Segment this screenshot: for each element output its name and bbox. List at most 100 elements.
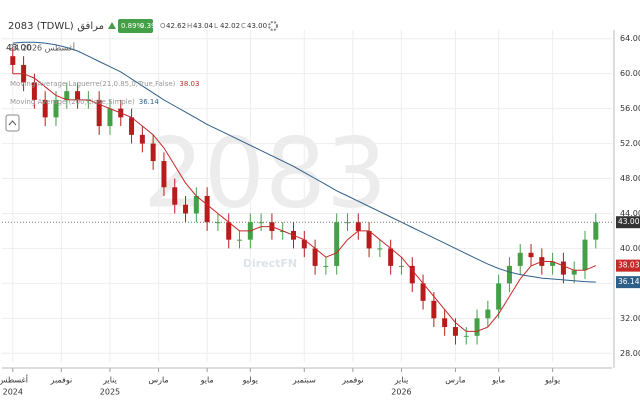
- y-tick-label: 56.00: [620, 104, 640, 113]
- candle-body: [420, 283, 426, 301]
- ohlc: O 42.62 H 43.04 L 42.02 C 43.00: [160, 22, 267, 30]
- price-tag-label: 36.14: [618, 277, 640, 286]
- watermark-brand: DirectFN: [243, 257, 297, 270]
- price-tag: [616, 276, 640, 289]
- candle-body: [474, 318, 480, 336]
- candle-body: [31, 82, 37, 100]
- name: مرافق: [77, 21, 104, 32]
- candle-body: [496, 283, 502, 310]
- candle-body: [452, 327, 458, 336]
- y-tick-label: 64.00: [620, 34, 640, 43]
- ohlc-value: 43.04: [193, 22, 214, 30]
- candle-body: [10, 56, 16, 65]
- plot: [2, 41, 612, 345]
- x-tick-label: نوفمبر: [50, 376, 73, 385]
- collapse-button[interactable]: [5, 114, 20, 132]
- legend-name: Moving Average Laguerre(21,0.85,0,True,F…: [10, 80, 176, 88]
- price-tag-label: 43.00: [618, 217, 640, 226]
- candle-body: [129, 117, 135, 135]
- collapse-icon: [8, 120, 17, 126]
- ohlc-value: 42.02: [220, 22, 240, 30]
- price-tag-label: 38.03: [618, 261, 640, 270]
- legend: Moving Average Laguerre(21,0.85,0,True,F…: [10, 80, 199, 106]
- candle-body: [506, 265, 512, 284]
- candle-body: [528, 252, 534, 258]
- y-tick-label: 40.00: [620, 244, 640, 253]
- price-tag: [616, 259, 640, 272]
- candle-body: [183, 204, 189, 214]
- header: 2083 (TDWL) مرافق 0.89% 0.39 O 42.62 H 43.0…: [5, 19, 278, 132]
- candle-body: [215, 222, 221, 224]
- ohlc-label: H: [187, 22, 192, 30]
- change: 0.39: [140, 22, 156, 30]
- ohlc-label: C: [241, 22, 246, 30]
- axes: 28.0032.0036.0040.0044.0048.0052.0056.00…: [0, 30, 640, 397]
- candle-body: [593, 222, 599, 240]
- candle-body: [237, 239, 243, 241]
- settings-icon[interactable]: [268, 21, 278, 31]
- up-arrow: [108, 22, 116, 29]
- candle-body: [64, 91, 70, 100]
- candle-body: [258, 222, 264, 224]
- symbol: 2083 (TDWL): [8, 21, 74, 32]
- moving-average: [12, 41, 596, 283]
- y-tick-label: 32.00: [620, 314, 640, 323]
- y-tick-label: 44.00: [620, 209, 640, 218]
- candle-body: [107, 108, 113, 127]
- grid: [2, 30, 612, 362]
- candle-body: [388, 248, 394, 266]
- candle-body: [204, 196, 210, 223]
- candle-body: [96, 99, 102, 127]
- candle-body: [355, 222, 361, 231]
- x-tick-year: 2026: [391, 388, 411, 397]
- legend-name: Moving Average (200,Close,Simple): [10, 98, 135, 106]
- candle-body: [571, 270, 577, 275]
- candle-body: [172, 187, 178, 205]
- ohlc-value: 42.62: [166, 22, 186, 30]
- date: 24 2026 أغسطس: [9, 43, 75, 53]
- x-tick-label: مارس: [148, 376, 168, 385]
- candle-body: [161, 161, 167, 188]
- candle-body: [301, 239, 307, 249]
- change-box: [118, 19, 153, 33]
- y-tick-label: 28.00: [620, 349, 640, 358]
- x-tick-label: مارس: [445, 376, 465, 385]
- x-tick-label: يوليو: [242, 376, 258, 385]
- candle-body: [42, 99, 48, 118]
- candle-body: [463, 335, 469, 337]
- candle-body: [323, 265, 329, 267]
- candle-body: [409, 265, 415, 284]
- x-tick-year: 2025: [100, 388, 120, 397]
- price-tag: [616, 216, 640, 229]
- moving-average: [12, 73, 596, 332]
- candle-body: [150, 143, 156, 162]
- candle-body: [550, 261, 556, 266]
- candle-body: [366, 230, 372, 249]
- change-pct: 0.89%: [121, 22, 144, 30]
- candle-body: [517, 252, 523, 266]
- x-tick-label: أغسطس: [0, 375, 28, 385]
- ohlc-label: L: [214, 22, 218, 30]
- x-tick-label: سبتمبر: [292, 376, 316, 385]
- candle-body: [75, 91, 81, 100]
- x-tick-label: يناير: [102, 376, 117, 385]
- x-tick-label: مايو: [491, 376, 505, 385]
- ohlc-value: 43.00: [247, 22, 267, 30]
- candle-body: [398, 265, 404, 267]
- candle-body: [431, 300, 437, 319]
- x-tick-year: 2024: [3, 388, 23, 397]
- candle-body: [193, 196, 199, 214]
- candle-body: [560, 261, 566, 275]
- price: 43.00: [6, 44, 32, 54]
- y-tick-label: 60.00: [620, 69, 640, 78]
- x-tick-label: مايو: [200, 376, 214, 385]
- x-tick-label: نوفمبر: [341, 376, 364, 385]
- candle-body: [582, 239, 588, 271]
- candle-body: [485, 309, 491, 319]
- candle-body: [334, 222, 340, 266]
- y-tick-label: 52.00: [620, 139, 640, 148]
- candle-body: [280, 230, 286, 232]
- ohlc-label: O: [160, 22, 166, 30]
- x-tick-label: يناير: [394, 376, 409, 385]
